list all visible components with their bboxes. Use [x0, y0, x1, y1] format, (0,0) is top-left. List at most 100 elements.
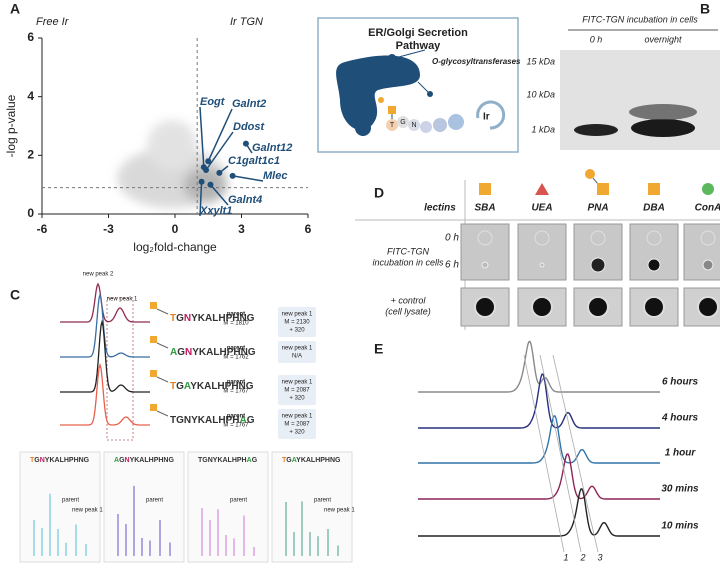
y-tick-label: 2 [27, 148, 34, 162]
mass-box [278, 409, 316, 439]
leader-line [205, 131, 234, 171]
gene-label: Galnt2 [232, 98, 266, 110]
er-golgi-shape [336, 49, 506, 136]
enzyme-label: O-glycosyltransferases [432, 57, 521, 66]
mass-label: + 320 [289, 396, 305, 402]
side-label: Ir TGN [230, 16, 263, 28]
sequence-part: G [252, 457, 258, 464]
lane-label: 0 h [590, 34, 603, 44]
glycan-icon [535, 183, 549, 195]
sequence-part: G [34, 457, 40, 464]
point [229, 172, 236, 179]
glycan-link [156, 410, 169, 417]
sequence-part: TGNYKALHPH [170, 415, 239, 426]
lane-label: overnight [644, 34, 682, 44]
well [646, 230, 662, 246]
mass-label: M = 1810 [223, 321, 249, 327]
trace [418, 488, 660, 537]
glycan-icon [597, 183, 609, 195]
leader-line [199, 106, 205, 168]
sequence-part: YKALHPHNG [192, 347, 256, 358]
sequence-part: N [185, 347, 192, 358]
sequence: AGNYKALHPHNG [114, 457, 174, 464]
well [534, 230, 550, 246]
mass-label: + 320 [289, 328, 305, 334]
glycan-icon [702, 183, 714, 195]
panel-label: C [10, 287, 20, 303]
row-label: 6 h [445, 260, 459, 271]
guide-line [539, 354, 582, 553]
well [643, 296, 665, 318]
mass-box [278, 341, 316, 363]
mass-label: new peak 1 [282, 346, 313, 352]
well [587, 296, 609, 318]
spectrum-label: new peak 1 [324, 508, 355, 514]
glycan-icon [479, 183, 491, 195]
y-tick-label: 0 [27, 206, 34, 220]
well [477, 230, 493, 246]
well [590, 230, 606, 246]
spectrum-label: parent [230, 498, 247, 504]
glycan-icon [585, 169, 595, 179]
mass-box [278, 375, 316, 405]
sequence-part: YKALHPHNG [191, 313, 255, 324]
diagram-frame [317, 17, 519, 153]
y-axis-label: -log p-value [4, 94, 18, 157]
trace [60, 319, 150, 393]
gene-label: Galnt12 [252, 142, 292, 154]
gel-band [629, 104, 697, 120]
well [697, 296, 719, 318]
panel-label: E [374, 341, 383, 357]
point [216, 169, 223, 176]
x-tick-label: 6 [305, 222, 312, 236]
trace [418, 373, 660, 429]
leader-line [207, 108, 233, 162]
point [198, 178, 205, 185]
sequence-part: G [286, 457, 292, 464]
trace-label: 30 mins [661, 484, 699, 495]
sequence-part: TGNYKALHPH [198, 457, 247, 464]
sequence-part: A [247, 457, 252, 464]
guide-line [523, 354, 565, 553]
point [203, 167, 210, 173]
residue-letter: N [411, 122, 416, 129]
trace [60, 282, 150, 323]
gene-label: Xxylt1 [199, 205, 232, 217]
column-label: DBA [643, 203, 665, 214]
sequence: TGNYKALHPHNG [170, 313, 255, 324]
gene-label: Eogt [200, 96, 226, 108]
glycan-icon [150, 302, 157, 309]
side-label: Free Ir [36, 16, 70, 28]
sequence-part: N [184, 313, 191, 324]
mass-label: parent [227, 346, 245, 352]
gene-label: Ddost [233, 121, 266, 133]
trace-label: 6 hours [662, 377, 699, 388]
gel-band [574, 124, 618, 136]
glycan-icon [150, 404, 157, 411]
well [700, 230, 716, 246]
sequence-part: YKALHPHNG [190, 381, 254, 392]
sequence-part: N [40, 457, 45, 464]
sequence: TGAYKALHPHNG [282, 457, 341, 464]
marker-label: 1 kDa [531, 124, 555, 134]
mass-box [278, 307, 316, 337]
residue-letter: G [400, 119, 405, 126]
well [647, 258, 661, 272]
sequence-part: A [170, 347, 177, 358]
well [481, 261, 489, 269]
sequence: TGAYKALHPHNG [170, 381, 254, 392]
panel-label: D [374, 185, 384, 201]
spectrum-label: parent [314, 498, 331, 504]
sequence-part: A [184, 381, 191, 392]
mass-label: M = 2130 [284, 320, 310, 326]
column-label: ConA [695, 203, 720, 214]
sequence-part: N [125, 457, 130, 464]
peak-label: new peak 2 [83, 272, 114, 278]
x-axis-label: log₂fold-change [133, 240, 217, 254]
leader-line [209, 184, 229, 206]
x-tick-label: 3 [238, 222, 245, 236]
sequence-part: G [119, 457, 125, 464]
sequence-part: A [292, 457, 297, 464]
sequence-part: T [170, 381, 176, 392]
peak-label: new peak 1 [107, 297, 138, 303]
